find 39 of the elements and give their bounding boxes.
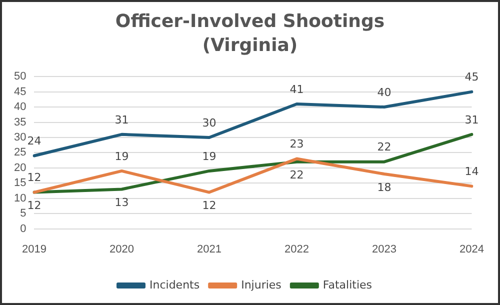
data-label: 22	[290, 168, 304, 182]
data-label: 23	[290, 138, 304, 151]
data-label: 19	[114, 150, 129, 163]
data-label: 24	[27, 134, 42, 148]
x-tick-label: 2019	[22, 243, 46, 256]
y-tick-label: 20	[14, 162, 26, 174]
data-label: 12	[202, 199, 216, 212]
x-tick-label: 2020	[110, 243, 134, 256]
y-tick-label: 50	[14, 70, 26, 83]
data-label: 30	[202, 116, 216, 130]
y-tick-label: 40	[14, 101, 26, 114]
legend-label: Injuries	[241, 278, 282, 292]
data-label: 31	[464, 113, 479, 126]
y-tick-label: 5	[20, 208, 26, 220]
data-label: 12	[27, 199, 42, 212]
x-tick-label: 2022	[284, 243, 309, 256]
data-label: 12	[27, 171, 42, 184]
data-label: 13	[114, 196, 129, 210]
legend-label: Fatalities	[322, 278, 372, 292]
x-tick-label: 2023	[372, 243, 396, 256]
data-label: 14	[464, 165, 479, 178]
y-tick-label: 0	[20, 222, 26, 235]
y-tick-label: 35	[14, 116, 26, 128]
data-label: 41	[290, 82, 304, 96]
data-label: 18	[377, 180, 392, 194]
data-label: 45	[464, 70, 479, 84]
data-label: 31	[114, 113, 129, 126]
y-tick-label: 10	[14, 192, 26, 204]
y-tick-label: 45	[14, 86, 26, 98]
y-tick-label: 30	[14, 132, 26, 144]
data-label: 22	[377, 140, 392, 154]
y-tick-label: 25	[14, 146, 26, 159]
data-label: 19	[202, 150, 216, 163]
legend-label: Incidents	[150, 278, 200, 292]
x-tick-label: 2024	[460, 243, 484, 256]
y-tick-label: 15	[14, 177, 26, 190]
data-label: 40	[377, 86, 392, 99]
chart-title: Officer-Involved Shootings (Virginia)	[115, 10, 385, 58]
x-tick-label: 2021	[197, 243, 222, 256]
